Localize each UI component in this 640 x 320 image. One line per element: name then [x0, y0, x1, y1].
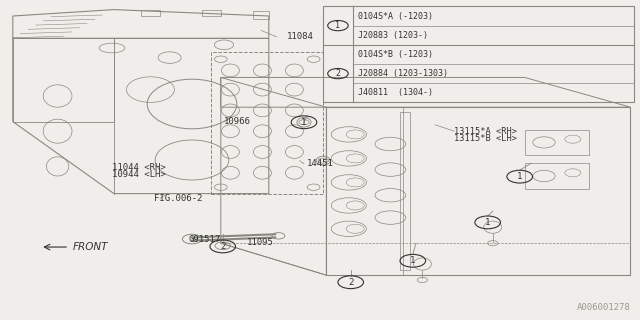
Text: 1: 1: [301, 118, 307, 127]
Text: 1: 1: [485, 218, 490, 227]
Text: 13115*A <RH>: 13115*A <RH>: [454, 127, 517, 136]
Text: 1: 1: [517, 172, 522, 181]
Text: A006001278: A006001278: [577, 303, 630, 312]
Text: 11084: 11084: [287, 32, 314, 41]
Text: J20884 (1203-1303): J20884 (1203-1303): [358, 69, 448, 78]
Text: 0104S*A (-1203): 0104S*A (-1203): [358, 12, 433, 20]
Text: 10944 <LH>: 10944 <LH>: [112, 170, 166, 179]
Text: FIG.006-2: FIG.006-2: [154, 194, 202, 203]
Text: 13115*B <LH>: 13115*B <LH>: [454, 134, 517, 143]
Text: 14451: 14451: [307, 159, 334, 168]
Text: 2: 2: [220, 242, 225, 251]
Text: J40811  (1304-): J40811 (1304-): [358, 88, 443, 97]
Text: 2: 2: [335, 69, 340, 78]
Text: J20883 (1203-): J20883 (1203-): [358, 31, 428, 40]
Text: 2: 2: [348, 278, 353, 287]
Text: 11095: 11095: [246, 238, 273, 247]
Text: 10966: 10966: [224, 117, 251, 126]
Text: FRONT: FRONT: [72, 242, 108, 252]
Text: 1: 1: [410, 256, 415, 265]
Text: 1: 1: [335, 21, 340, 30]
Text: G91517: G91517: [189, 236, 221, 244]
Text: 11044 <RH>: 11044 <RH>: [112, 163, 166, 172]
Text: 0104S*B (-1203): 0104S*B (-1203): [358, 50, 433, 59]
